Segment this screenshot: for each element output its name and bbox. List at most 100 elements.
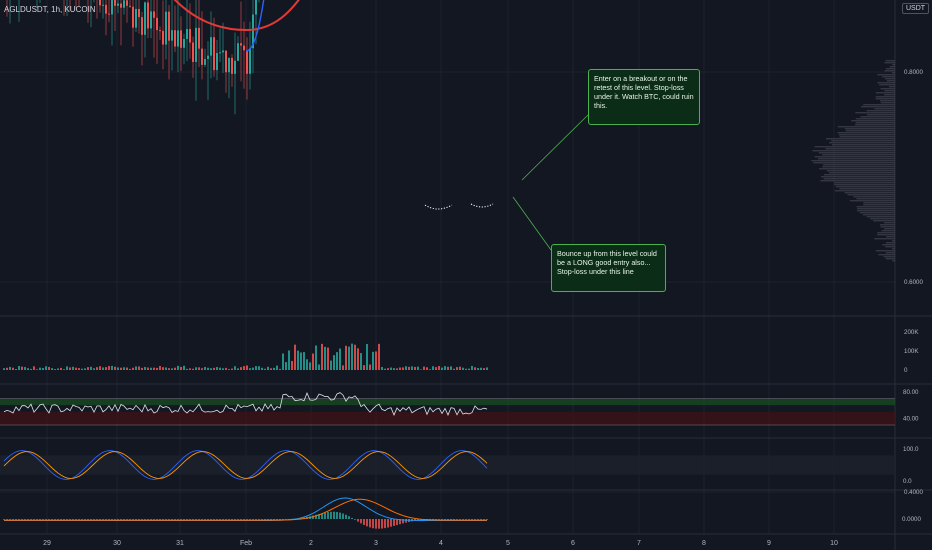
ma-fast-line — [245, 0, 265, 52]
volume-bar — [84, 368, 86, 370]
volume-profile-bar — [847, 194, 895, 196]
volume-profile-bar — [892, 64, 895, 66]
volume-bar — [258, 366, 260, 370]
macd-histogram-bar — [300, 517, 302, 519]
volume-profile-bar — [879, 224, 895, 226]
volume-profile-bar — [866, 110, 895, 112]
volume-bar — [291, 360, 293, 370]
macd-histogram-bar — [15, 519, 17, 520]
macd-histogram-bar — [255, 519, 257, 520]
y-axis: 2.40002.20002.00001.80000.60000.40001.00… — [902, 69, 923, 523]
volume-bar — [87, 367, 89, 370]
volume-profile-bar — [881, 230, 895, 232]
candle-body — [138, 8, 140, 18]
volume-bar — [252, 367, 254, 370]
candle-body — [237, 43, 239, 61]
volume-profile-bar — [886, 80, 895, 82]
volume-bar — [147, 367, 149, 370]
macd-histogram-bar — [36, 519, 38, 520]
candle-body — [228, 57, 230, 73]
x-tick-label: 4 — [439, 540, 443, 547]
volume-profile-bar — [824, 174, 895, 176]
volume-bar — [465, 368, 467, 370]
volume-bar — [348, 346, 350, 370]
volume-bar — [96, 367, 98, 370]
candle-body — [165, 11, 167, 45]
volume-profile-bar — [863, 104, 895, 106]
volume-profile-bar — [814, 156, 895, 158]
macd-histogram-bar — [312, 515, 314, 519]
volume-profile-bar — [886, 236, 895, 238]
volume-profile-bar — [880, 102, 895, 104]
bounce-arc — [470, 203, 494, 208]
volume-bar — [486, 367, 488, 370]
volume-bar — [255, 366, 257, 370]
volume-bar — [225, 367, 227, 370]
macd-histogram-bar — [126, 519, 128, 520]
stoch-band — [0, 455, 895, 475]
macd-histogram-bar — [177, 519, 179, 520]
volume-bar — [384, 368, 386, 370]
macd-histogram-bar — [279, 519, 281, 520]
macd-histogram-bar — [117, 519, 119, 520]
volume-bar — [483, 368, 485, 370]
candle-body — [177, 30, 179, 47]
macd-pane — [3, 497, 488, 529]
macd-histogram-bar — [108, 519, 110, 520]
candle-body — [201, 48, 203, 65]
macd-histogram-bar — [381, 519, 383, 529]
volume-profile-bar — [877, 74, 895, 76]
candle-body — [135, 8, 137, 28]
volume-bar — [444, 366, 446, 370]
macd-histogram-bar — [336, 511, 338, 519]
volume-bar — [168, 368, 170, 370]
candle-body — [255, 0, 257, 15]
volume-bar — [315, 345, 317, 370]
osc-line — [3, 392, 488, 416]
macd-histogram-bar — [21, 519, 23, 520]
volume-profile-bar — [891, 248, 895, 250]
volume-bar — [120, 367, 122, 370]
macd-histogram-bar — [93, 519, 95, 520]
volume-profile-bar — [834, 184, 895, 186]
x-tick-label: 9 — [767, 540, 771, 547]
candle-body — [192, 42, 194, 62]
volume-bar — [177, 365, 179, 370]
macd-histogram-bar — [180, 519, 182, 520]
candle-body — [225, 50, 227, 73]
volume-bar — [129, 368, 131, 370]
candle-body — [213, 37, 215, 71]
candle-body — [99, 0, 101, 6]
annotation-breakout-note[interactable]: Enter on a breakout or on the retest of … — [588, 69, 700, 125]
volume-bar — [378, 343, 380, 370]
macd-histogram-bar — [372, 519, 374, 529]
osc-lower-band — [0, 411, 895, 425]
volume-profile-bar — [855, 118, 895, 120]
volume-bar — [24, 367, 26, 370]
candle-body — [117, 3, 119, 6]
macd-histogram-bar — [459, 519, 461, 520]
volume-profile-bar — [825, 138, 895, 140]
volume-bar — [54, 369, 56, 370]
volume-profile-bar — [875, 92, 895, 94]
volume-bar — [300, 352, 302, 370]
volume-profile-bar — [825, 148, 895, 150]
volume-bar — [372, 351, 374, 370]
currency-unit-button[interactable]: USDT — [902, 3, 930, 14]
volume-bar — [273, 367, 275, 370]
volume-bar — [420, 369, 422, 370]
stoch-d-line — [3, 451, 488, 479]
volume-bar — [357, 348, 359, 370]
annotation-bounce-note[interactable]: Bounce up from this level could be a LON… — [551, 244, 666, 292]
volume-bar — [6, 367, 8, 370]
volume-bar — [393, 368, 395, 370]
macd-histogram-bar — [222, 519, 224, 520]
volume-bar — [12, 367, 14, 370]
macd-histogram-bar — [156, 519, 158, 520]
candle-body — [144, 2, 146, 35]
macd-histogram-bar — [24, 519, 26, 520]
volume-bar — [111, 365, 113, 370]
macd-histogram-bar — [114, 519, 116, 520]
macd-histogram-bar — [219, 519, 221, 520]
